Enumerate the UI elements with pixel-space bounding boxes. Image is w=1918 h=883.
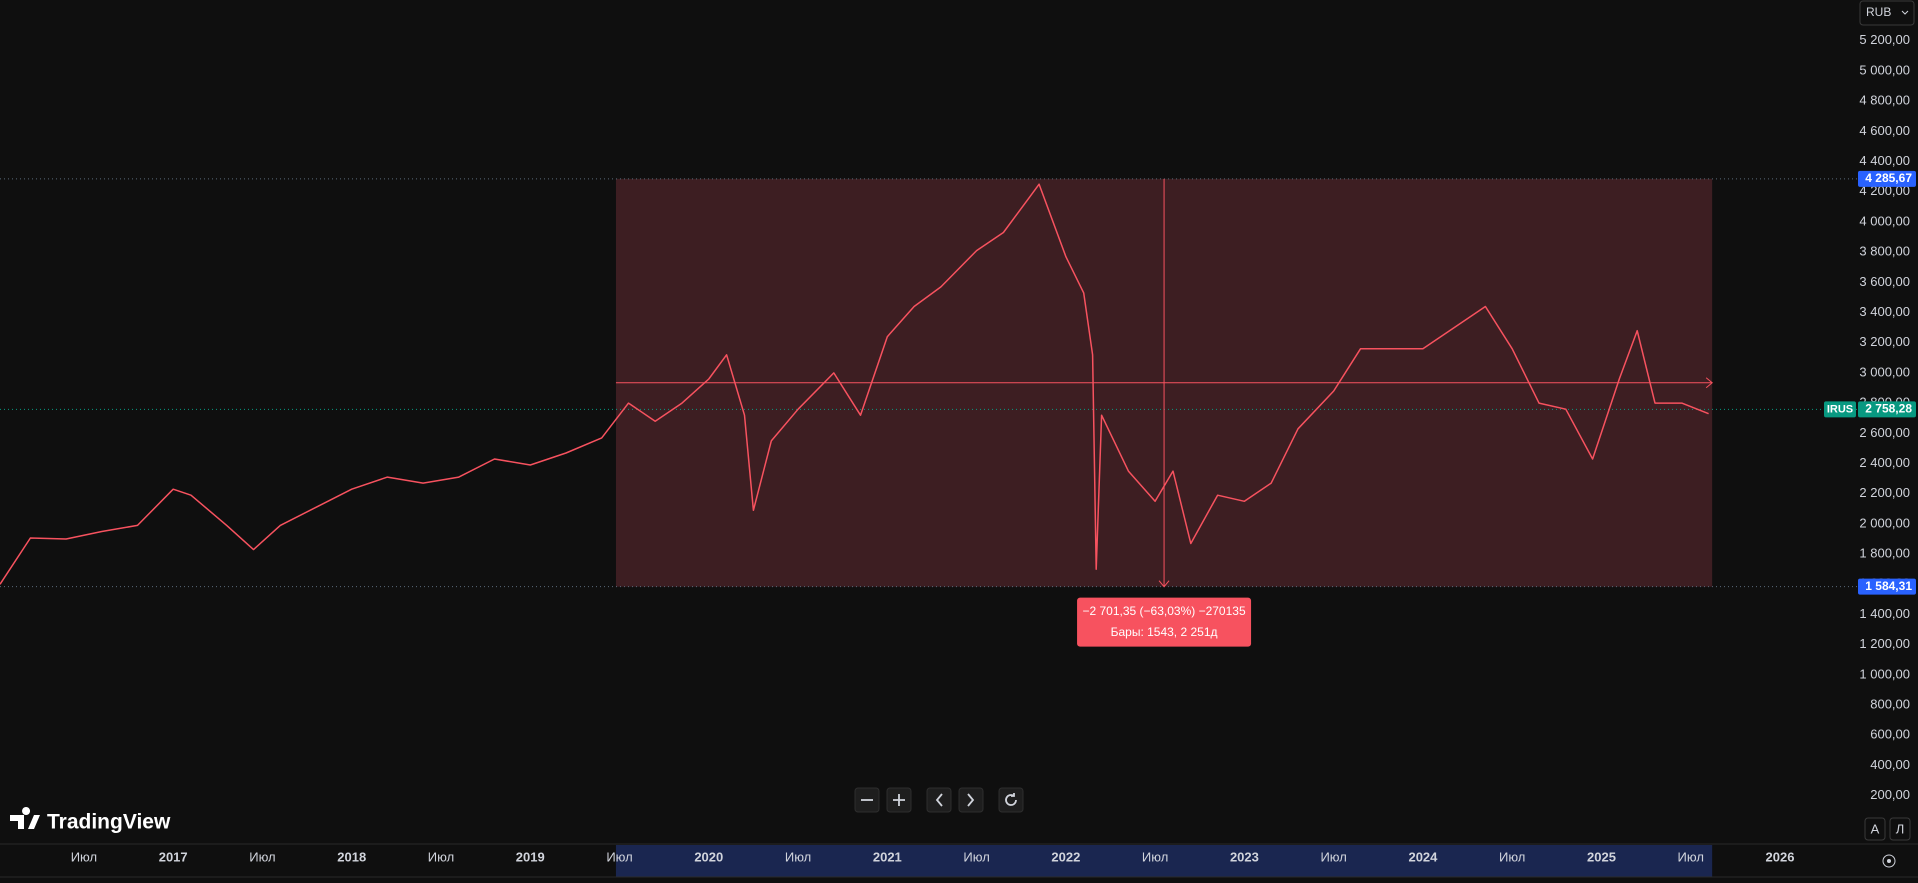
x-tick-label: Июл <box>606 849 632 864</box>
time-range-highlight <box>615 845 1713 877</box>
y-tick-label: 3 400,00 <box>1859 304 1910 319</box>
x-tick-label: Июл <box>71 849 97 864</box>
x-tick-label: Июл <box>1142 849 1168 864</box>
x-tick-label: Июл <box>249 849 275 864</box>
symbol-badge-label: IRUS <box>1827 403 1853 415</box>
left-icon[interactable] <box>935 793 943 807</box>
y-tick-label: 2 000,00 <box>1859 515 1910 530</box>
logo-icon <box>10 807 40 829</box>
x-tick-label: 2017 <box>159 849 188 864</box>
y-tick-label: 400,00 <box>1870 757 1910 772</box>
settings-icon[interactable] <box>1882 854 1896 868</box>
y-tick-label: 3 800,00 <box>1859 244 1910 259</box>
measure-v-arrow <box>1158 580 1170 588</box>
y-tick-label: 5 200,00 <box>1859 32 1910 47</box>
plus-icon[interactable] <box>893 794 905 806</box>
price-badge-label: 1 584,31 <box>1865 579 1912 593</box>
settings-icon-dot[interactable] <box>1887 859 1891 863</box>
symbol-badge <box>1824 401 1856 418</box>
scroll-right-button[interactable] <box>958 787 984 813</box>
front-layer: −2 701,35 (−63,03%) −270135 Бары: 1543, 2… <box>615 170 1916 647</box>
x-tick-label: 2023 <box>1230 849 1259 864</box>
zoom-in-button[interactable] <box>886 787 912 813</box>
y-tick-label: 4 000,00 <box>1859 213 1910 228</box>
price-badge-label: 2 758,28 <box>1865 402 1912 416</box>
y-tick-label: 4 400,00 <box>1859 153 1910 168</box>
currency-button-frame[interactable] <box>1859 0 1915 26</box>
x-tick-label: 2019 <box>516 849 545 864</box>
price-badge <box>1858 578 1916 595</box>
y-tick-label: 2 600,00 <box>1859 425 1910 440</box>
x-tick-label: 2025 <box>1587 849 1616 864</box>
y-tick-label: 4 800,00 <box>1859 93 1910 108</box>
dropdown-icon[interactable] <box>1901 10 1909 15</box>
y-tick-label: 4 200,00 <box>1859 183 1910 198</box>
reset-icon[interactable] <box>1005 793 1017 806</box>
y-tick-label: 2 200,00 <box>1859 485 1910 500</box>
x-tick-label: Июл <box>1678 849 1704 864</box>
x-tick-label: Июл <box>785 849 811 864</box>
x-tick-label: Июл <box>428 849 454 864</box>
y-tick-label: 200,00 <box>1870 787 1910 802</box>
currency-label[interactable]: RUB <box>1866 5 1891 19</box>
log-scale-button[interactable]: Л <box>1889 817 1911 841</box>
logo: TradingView <box>10 807 171 834</box>
y-tick-label: 3 200,00 <box>1859 334 1910 349</box>
y-tick-label: 3 600,00 <box>1859 274 1910 289</box>
button-frame[interactable] <box>926 787 952 813</box>
x-tick-label: 2024 <box>1408 849 1438 864</box>
button-frame[interactable] <box>958 787 984 813</box>
auto-label[interactable]: A <box>1871 821 1880 836</box>
right-icon[interactable] <box>967 793 975 807</box>
logo-text: TradingView <box>47 811 171 834</box>
y-tick-label: 5 000,00 <box>1859 62 1910 77</box>
settings-button[interactable] <box>1882 854 1896 868</box>
y-tick-label: 1 200,00 <box>1859 636 1910 651</box>
y-tick-label: 3 000,00 <box>1859 364 1910 379</box>
measure-h-arrow <box>1705 377 1713 389</box>
price-line-series <box>0 183 1709 585</box>
x-tick-label: 2018 <box>337 849 366 864</box>
x-tick-label: 2022 <box>1051 849 1080 864</box>
x-tick-label: Июл <box>1320 849 1346 864</box>
y-tick-label: 1 000,00 <box>1859 666 1910 681</box>
y-tick-label: 600,00 <box>1870 727 1910 742</box>
measure-label-change: −2 701,35 (−63,03%) −270135 <box>1082 604 1245 618</box>
scroll-left-button[interactable] <box>926 787 952 813</box>
x-tick-label: 2026 <box>1766 849 1795 864</box>
y-tick-label: 2 400,00 <box>1859 455 1910 470</box>
auto-scale-button[interactable]: A <box>1864 817 1886 841</box>
x-tick-label: Июл <box>1499 849 1525 864</box>
currency-button[interactable]: RUB <box>1859 0 1915 26</box>
measure-label-bars: Бары: 1543, 2 251д <box>1111 625 1218 639</box>
log-label[interactable]: Л <box>1896 821 1905 836</box>
reset-button[interactable] <box>998 787 1024 813</box>
price-badge <box>1858 401 1916 418</box>
zoom-out-button[interactable] <box>854 787 880 813</box>
x-tick-label: Июл <box>963 849 989 864</box>
price-badge-label: 4 285,67 <box>1865 171 1912 185</box>
price-badge <box>1858 170 1916 187</box>
y-tick-label: 800,00 <box>1870 697 1910 712</box>
y-tick-label: 1 400,00 <box>1859 606 1910 621</box>
x-tick-label: 2020 <box>694 849 723 864</box>
button-frame[interactable] <box>998 787 1024 813</box>
mid-layer: 200,00 400,00 600,00 800,00 1 000,00 1 200,00… <box>0 32 1910 864</box>
y-tick-label: 4 600,00 <box>1859 123 1910 138</box>
measure-label-box <box>1077 597 1252 647</box>
button-frame[interactable] <box>1889 817 1911 841</box>
button-frame[interactable] <box>1864 817 1886 841</box>
y-tick-label: 1 800,00 <box>1859 546 1910 561</box>
x-tick-label: 2021 <box>873 849 902 864</box>
